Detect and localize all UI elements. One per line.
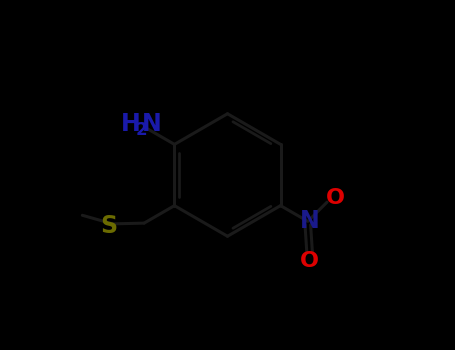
Text: 2: 2 bbox=[136, 121, 148, 139]
Text: N: N bbox=[142, 112, 161, 136]
Text: O: O bbox=[326, 188, 344, 208]
Text: N: N bbox=[300, 209, 319, 233]
Text: H: H bbox=[121, 112, 141, 136]
Text: O: O bbox=[300, 251, 319, 271]
Text: S: S bbox=[101, 214, 118, 238]
